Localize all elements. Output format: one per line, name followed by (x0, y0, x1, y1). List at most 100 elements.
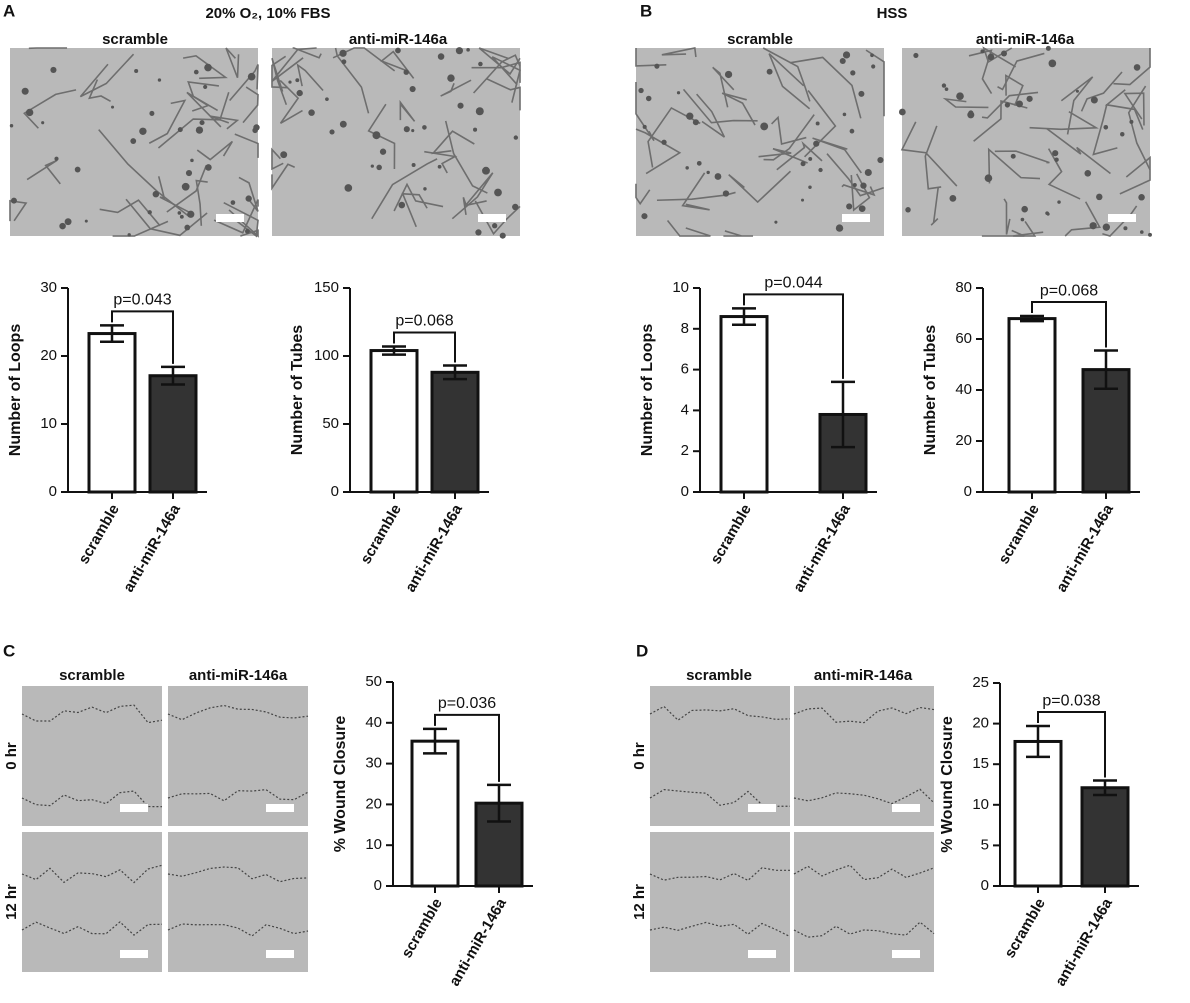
y-tick-label: 20 (365, 795, 382, 812)
tube (647, 106, 701, 168)
tube (334, 47, 370, 114)
error-bar (1094, 349, 1118, 390)
cell-cluster (813, 140, 820, 147)
cell-cluster (686, 112, 694, 120)
tube (234, 133, 259, 158)
error-bar (423, 727, 447, 755)
wound-edge (167, 789, 309, 802)
tube (1092, 104, 1118, 156)
cell-cluster (852, 182, 857, 188)
tube (379, 50, 415, 79)
cell-cluster (423, 187, 427, 191)
column-label: anti-miR-146a (814, 667, 913, 684)
tube (763, 114, 815, 161)
tube (271, 57, 288, 106)
cell-cluster (111, 105, 115, 109)
cell-cluster (1048, 59, 1057, 68)
tube (841, 184, 876, 197)
column-label: scramble (102, 31, 168, 48)
cell-cluster (1084, 169, 1092, 177)
cell-cluster (944, 87, 949, 91)
cell-cluster (10, 197, 17, 204)
y-tick-label: 10 (365, 836, 382, 853)
y-tick-label: 5 (981, 836, 989, 853)
cell-cluster (654, 63, 660, 69)
cell-cluster (177, 127, 183, 133)
cell-cluster (457, 102, 464, 109)
scale-bar (748, 804, 776, 812)
tube (1113, 48, 1151, 86)
cell-cluster (641, 213, 648, 220)
cell-cluster (870, 53, 874, 58)
tube (371, 158, 438, 220)
y-tick-label: 50 (365, 673, 382, 690)
wound-edge (793, 788, 935, 805)
cell-cluster (181, 182, 190, 191)
tube (968, 49, 993, 94)
micrograph (902, 48, 1150, 236)
cell-cluster (692, 119, 699, 126)
scale-bar (478, 214, 506, 222)
x-tick-label: scramble (995, 501, 1043, 567)
tube (721, 92, 756, 126)
tube (112, 220, 169, 237)
tube (296, 63, 324, 92)
cell-cluster (984, 174, 993, 182)
wound-edge (21, 790, 163, 808)
scale-bar (266, 804, 294, 812)
tube (271, 147, 284, 171)
tube (195, 179, 208, 226)
cell-cluster (475, 107, 484, 116)
scale-bar (842, 214, 870, 222)
cell-cluster (980, 49, 985, 54)
tube (696, 93, 726, 138)
cell-cluster (1075, 89, 1079, 93)
significance-bracket (393, 331, 456, 363)
cell-cluster (308, 109, 315, 116)
scale-bar (120, 804, 148, 812)
cell-cluster (199, 120, 205, 126)
x-tick-label: scramble (707, 501, 755, 567)
bar (410, 739, 460, 888)
y-tick-label: 25 (972, 674, 989, 691)
column-label: anti-miR-146a (189, 667, 288, 684)
tube (865, 49, 885, 117)
cell-cluster (494, 188, 502, 197)
error-bar (443, 364, 467, 381)
column-label: scramble (686, 667, 752, 684)
bar (719, 315, 769, 494)
y-tick-label: 6 (681, 361, 689, 378)
bar (1080, 786, 1130, 888)
tube (768, 53, 811, 110)
column-label: scramble (727, 31, 793, 48)
tube (994, 150, 1050, 164)
column-label: scramble (59, 667, 125, 684)
cell-cluster (177, 211, 182, 215)
micrograph (650, 686, 790, 826)
cell-cluster (801, 198, 805, 202)
cell-cluster (74, 166, 81, 173)
y-tick-label: 0 (331, 483, 339, 500)
cell-cluster (280, 151, 288, 159)
tube (981, 91, 1039, 119)
scale-bar (892, 804, 920, 812)
panel-title: HSS (877, 5, 908, 22)
cell-cluster (139, 127, 147, 135)
tube (242, 86, 259, 124)
cell-cluster (1102, 223, 1110, 231)
x-tick-label: anti-miR-146a (402, 501, 466, 595)
tube (213, 199, 259, 234)
cell-cluster (9, 124, 14, 128)
panel-label: D (636, 641, 648, 660)
y-tick-label: 0 (374, 877, 382, 894)
cell-cluster (134, 68, 139, 73)
cell-cluster (846, 203, 853, 210)
tube (930, 187, 939, 226)
cell-cluster (842, 112, 847, 117)
wound-edge (167, 866, 309, 883)
tube (1102, 205, 1138, 237)
tube (682, 88, 758, 124)
y-tick-label: 20 (40, 347, 57, 364)
cell-cluster (437, 164, 442, 169)
